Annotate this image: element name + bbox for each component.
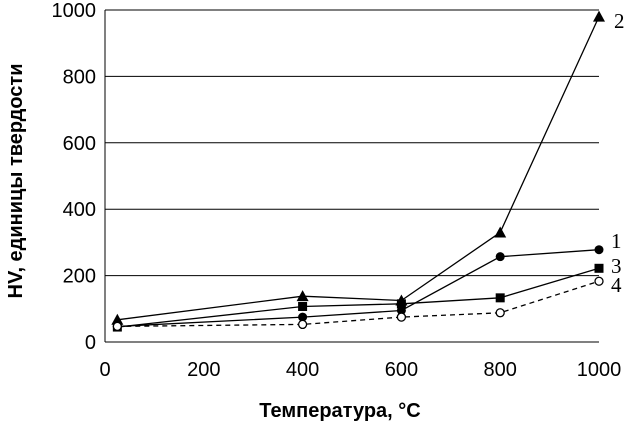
series-2 bbox=[111, 10, 605, 325]
y-tick-label: 200 bbox=[63, 266, 96, 288]
y-tick-label: 800 bbox=[63, 66, 96, 88]
data-point bbox=[296, 290, 309, 302]
series-line bbox=[117, 280, 600, 328]
grid bbox=[105, 9, 599, 277]
series-line bbox=[117, 16, 600, 321]
series-line bbox=[117, 249, 600, 328]
y-tick-label: 1000 bbox=[52, 0, 97, 22]
data-point bbox=[297, 319, 308, 330]
series-label-2: 2 bbox=[614, 9, 625, 33]
data-point bbox=[298, 301, 308, 311]
y-tick-label: 0 bbox=[85, 332, 96, 354]
data-point bbox=[495, 308, 505, 318]
data-point bbox=[396, 299, 406, 309]
y-tick-label: 400 bbox=[63, 199, 96, 221]
series-label-1: 1 bbox=[611, 229, 622, 253]
series-1 bbox=[112, 245, 604, 331]
series-4 bbox=[112, 276, 604, 332]
data-point bbox=[593, 10, 605, 22]
series-label-3: 3 bbox=[611, 254, 622, 278]
series-3 bbox=[112, 263, 604, 332]
series-label-4: 4 bbox=[611, 273, 622, 297]
y-axis-title: HV, единицы твердости bbox=[5, 63, 27, 298]
data-point bbox=[594, 263, 604, 273]
data-point bbox=[594, 276, 604, 286]
x-tick-labels: 0 200 400 600 800 1000 bbox=[99, 359, 621, 381]
series-group bbox=[111, 10, 605, 332]
data-point bbox=[495, 293, 505, 303]
data-point bbox=[298, 312, 308, 322]
x-tick-label: 1000 bbox=[577, 359, 622, 381]
x-tick-label: 0 bbox=[99, 359, 110, 381]
data-point bbox=[495, 252, 505, 262]
series-line bbox=[117, 267, 600, 328]
data-point bbox=[396, 312, 407, 322]
x-tick-label: 400 bbox=[286, 359, 319, 381]
y-tick-labels: 0 200 400 600 800 1000 bbox=[52, 0, 97, 354]
y-tick-label: 600 bbox=[63, 133, 96, 155]
series-labels: 1 2 34 bbox=[611, 9, 625, 297]
x-tick-label: 200 bbox=[187, 359, 220, 381]
x-tick-label: 600 bbox=[385, 359, 418, 381]
data-point bbox=[111, 313, 124, 325]
data-point bbox=[594, 245, 604, 255]
data-point bbox=[494, 226, 507, 238]
x-tick-label: 800 bbox=[484, 359, 517, 381]
axes bbox=[104, 10, 599, 343]
x-axis-title: Температура, °С bbox=[259, 400, 420, 421]
data-point bbox=[112, 321, 122, 332]
